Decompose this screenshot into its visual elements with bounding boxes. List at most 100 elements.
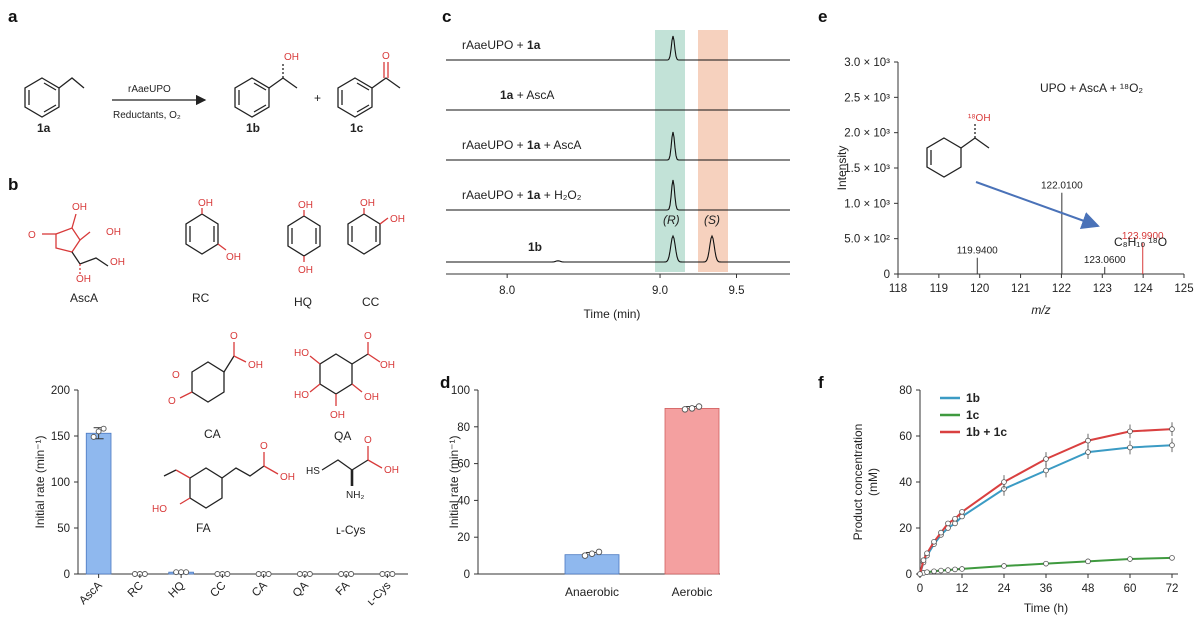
e-molecule-oh: ¹⁸OH (968, 113, 991, 124)
substrate-label: 1a (37, 121, 51, 135)
product-1b-label: 1b (246, 121, 260, 135)
f-y-tick-label: 20 (899, 523, 912, 535)
lcys-hs: HS (306, 466, 320, 477)
product-1c-label: 1c (350, 121, 364, 135)
b-y-tick-label: 50 (57, 523, 70, 535)
fa-oh: OH (280, 472, 295, 483)
e-peak-label: 122.0100 (1041, 181, 1083, 192)
chart-d-initial-rate-oxygen: 0 20 40 60 80 100 Initial rate (min⁻¹) Anaerobi… (447, 385, 720, 599)
e-y-tick-label: 1.0 × 10³ (844, 198, 890, 210)
b-data-point (183, 569, 190, 576)
f-data-point (920, 557, 927, 563)
asca-oh1: OH (72, 202, 87, 213)
f-data-point (924, 550, 930, 557)
f-x-tick-label: 36 (1040, 583, 1053, 595)
e-y-axis-label: Intensity (835, 146, 849, 191)
product-1c-o: O (382, 51, 390, 62)
e-x-tick-label: 121 (1011, 283, 1030, 295)
f-data-point (938, 567, 944, 574)
product-1c-structure (337, 62, 401, 118)
enzyme-label: rAaeUPO (128, 84, 171, 95)
d-data-point (688, 405, 696, 412)
e-x-tick-label: 120 (970, 283, 989, 295)
asca-oh4: OH (76, 274, 91, 285)
d-data-point (581, 552, 589, 559)
fa-name: FA (196, 521, 211, 535)
f-x-axis-label: Time (h) (1024, 601, 1068, 615)
d-x-tick-label: Aerobic (672, 585, 713, 599)
f-data-point (1043, 560, 1049, 567)
c-trace-line (446, 234, 790, 263)
b-data-point (173, 569, 180, 576)
lcys-oh: OH (384, 465, 399, 476)
d-data-point (595, 548, 603, 556)
c-trace-line (446, 179, 790, 211)
f-data-point (931, 568, 937, 575)
cc-oh1: OH (360, 198, 375, 209)
e-y-tick-label: 0 (884, 269, 890, 281)
f-data-point (959, 509, 965, 515)
scheme-a: 1a rAaeUPO Reductants, O₂ OH 1b + O 1c (24, 51, 401, 135)
f-y-axis-label: Product concentration(mM) (851, 424, 880, 541)
asca-oh2: OH (106, 227, 121, 238)
asca-name: AscA (70, 291, 98, 305)
product-1b-oh: OH (284, 52, 299, 63)
e-molecule-ring (926, 137, 962, 178)
f-data-point (1085, 558, 1091, 565)
e-x-tick-label: 125 (1174, 283, 1193, 295)
e-peak-label: 123.0600 (1084, 255, 1126, 266)
b-data-point (131, 571, 138, 577)
b-y-tick-label: 200 (51, 385, 70, 397)
ca-oh: OH (248, 360, 263, 371)
c-trace-label: rAaeUPO + 1a + H₂O₂ (462, 188, 582, 202)
b-data-point (224, 571, 231, 577)
b-x-tick-label: CA (250, 579, 270, 599)
f-y-tick-label: 0 (906, 569, 912, 581)
reductant-structures: O OH OH OH OH AscA OH OH RC OH OH HQ (28, 198, 405, 537)
c-trace-label: 1b (528, 240, 542, 254)
rc-name: RC (192, 291, 210, 305)
c-x-tick-label: 9.5 (728, 285, 744, 297)
qa-ho1: HO (294, 348, 309, 359)
b-x-tick-label: HQ (167, 580, 188, 601)
f-data-point (1085, 449, 1091, 455)
f-x-tick-label: 48 (1082, 583, 1095, 595)
conditions-label: Reductants, O₂ (113, 110, 181, 121)
f-data-point (952, 566, 958, 573)
c-trace-label: rAaeUPO + 1a (462, 38, 541, 52)
b-y-tick-label: 0 (64, 569, 70, 581)
f-data-point (1127, 428, 1133, 435)
d-bar (564, 554, 620, 575)
c-annotation-s: (S) (704, 213, 720, 227)
b-x-tick-label: RC (126, 580, 146, 600)
f-data-point (924, 569, 930, 575)
f-data-point (945, 567, 951, 573)
panel-letter-d: d (440, 373, 450, 392)
f-x-tick-label: 24 (998, 583, 1011, 595)
lcys-name: ʟ-Cys (336, 523, 366, 537)
cc-structure (347, 208, 389, 255)
b-x-tick-label: AscA (77, 579, 105, 607)
e-x-axis-label: m/z (1031, 303, 1050, 317)
b-data-point (178, 569, 185, 576)
rc-structure (185, 208, 227, 255)
f-data-point (1001, 563, 1007, 569)
ca-o1: O (168, 396, 176, 407)
d-y-tick-label: 40 (457, 495, 470, 507)
f-data-point (1085, 437, 1091, 444)
ca-structure (179, 342, 247, 403)
ca-o2: O (172, 370, 180, 381)
f-legend-label: 1b (966, 391, 980, 405)
e-x-tick-label: 122 (1052, 283, 1071, 295)
e-y-tick-label: 3.0 × 10³ (844, 57, 890, 69)
qa-structure (309, 342, 381, 406)
f-x-tick-label: 60 (1124, 583, 1137, 595)
ca-name: CA (204, 427, 221, 441)
c-x-axis-label: Time (min) (584, 307, 641, 321)
rc-oh2: OH (226, 252, 241, 263)
f-data-point (1169, 442, 1175, 449)
d-y-tick-label: 100 (451, 385, 470, 397)
c-trace-line (446, 131, 790, 161)
hq-oh1: OH (298, 200, 313, 211)
